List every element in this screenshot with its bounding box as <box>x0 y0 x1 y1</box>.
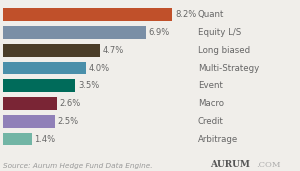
Text: Event: Event <box>198 81 223 90</box>
Text: Arbitrage: Arbitrage <box>198 135 238 143</box>
Text: .COM: .COM <box>256 161 281 169</box>
Text: 2.5%: 2.5% <box>57 117 78 126</box>
Text: Credit: Credit <box>198 117 224 126</box>
Bar <box>3 9 172 21</box>
Bar <box>3 44 100 57</box>
Bar <box>3 80 75 92</box>
Text: 8.2%: 8.2% <box>175 10 196 19</box>
Text: AURUM: AURUM <box>210 160 250 169</box>
Bar <box>3 115 55 128</box>
Text: Equity L/S: Equity L/S <box>198 28 241 37</box>
Bar <box>3 26 146 39</box>
Bar <box>3 62 86 74</box>
Text: Source: Aurum Hedge Fund Data Engine.: Source: Aurum Hedge Fund Data Engine. <box>3 163 152 169</box>
Text: 2.6%: 2.6% <box>59 99 80 108</box>
Text: 3.5%: 3.5% <box>78 81 99 90</box>
Text: Macro: Macro <box>198 99 224 108</box>
Text: 6.9%: 6.9% <box>148 28 169 37</box>
Bar <box>3 97 57 110</box>
Text: 4.7%: 4.7% <box>103 46 124 55</box>
Text: Quant: Quant <box>198 10 224 19</box>
Bar <box>3 133 32 145</box>
Text: 4.0%: 4.0% <box>88 64 109 73</box>
Text: 1.4%: 1.4% <box>34 135 56 143</box>
Text: Multi-Strategy: Multi-Strategy <box>198 64 259 73</box>
Text: Long biased: Long biased <box>198 46 250 55</box>
